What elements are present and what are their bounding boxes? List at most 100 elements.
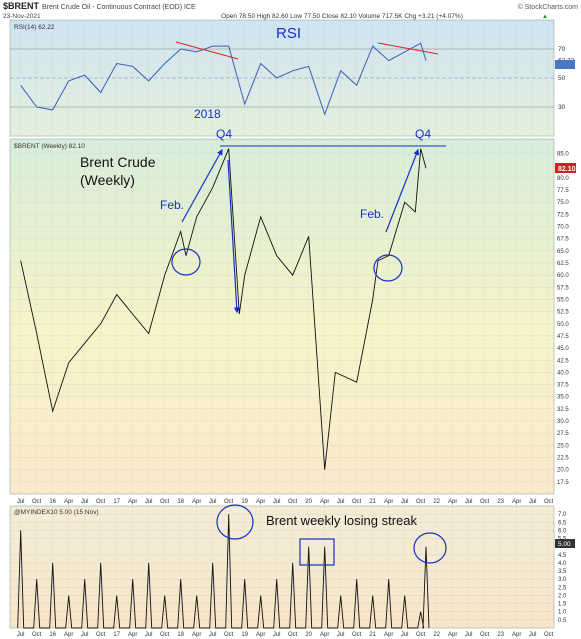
quote-arrow: ▲ — [542, 14, 548, 20]
x-axis-price: Jul Oct 16 Apr Jul Oct 17 Apr Jul Oct 18 Apr Jul Oct 1… — [17, 499, 554, 505]
rsi-annotation-title: RSI — [276, 25, 301, 42]
x-tick-label: Apr — [320, 632, 329, 638]
q4-label-2018: Q4 — [216, 127, 232, 141]
price-tick-label: 77.5 — [557, 188, 569, 194]
x-tick-label: Jul — [337, 632, 345, 638]
x-tick-label: Jul — [17, 632, 25, 638]
index-axis: 0.51.01.52.02.53.03.54.04.55.56.06.57.0 — [558, 512, 567, 624]
price-tick-label: 85.0 — [557, 152, 569, 158]
price-tick-label: 47.5 — [557, 334, 569, 340]
index-line — [17, 514, 430, 629]
x-tick-label: Oct — [288, 499, 298, 505]
x-tick-label: 21 — [369, 632, 376, 638]
rsi-divergence-line-2021 — [377, 42, 439, 55]
x-tick-label: Jul — [145, 632, 153, 638]
x-tick-label: Oct — [480, 632, 490, 638]
x-tick-label: Apr — [192, 499, 201, 505]
price-tick-label: 45.0 — [557, 346, 569, 352]
last-price-label: 82.10 — [558, 166, 576, 173]
index-tick-label: 1.0 — [558, 610, 567, 616]
x-tick-label: Apr — [128, 632, 137, 638]
x-tick-label: Jul — [529, 632, 537, 638]
price-tick-label: 37.5 — [557, 383, 569, 389]
x-tick-label: Oct — [416, 499, 426, 505]
price-legend: $BRENT (Weekly) 82.10 — [14, 143, 85, 150]
rsi-line — [20, 42, 427, 116]
rsi-annotation-year: 2018 — [194, 107, 221, 121]
index-tick-label: 3.0 — [558, 577, 567, 583]
trend-arrow-2018-up — [181, 148, 223, 223]
x-tick-label: Jul — [273, 499, 281, 505]
price-tick-label: 70.0 — [557, 225, 569, 231]
x-tick-label: 23 — [497, 632, 504, 638]
x-tick-label: Apr — [128, 499, 137, 505]
x-tick-label: 18 — [177, 632, 184, 638]
price-tick-label: 75.0 — [557, 200, 569, 206]
rsi-axis: 7062.225030 — [558, 46, 575, 111]
rsi-tick-label: 70 — [558, 46, 566, 53]
x-tick-label: Oct — [96, 632, 106, 638]
price-annotation-line-1: Brent Crude — [80, 154, 156, 170]
price-tick-label: 25.0 — [557, 443, 569, 449]
x-tick-label: Oct — [160, 499, 170, 505]
streak-box-2020 — [299, 538, 335, 566]
index-value-flag — [555, 539, 575, 548]
symbol-description: Brent Crude Oil - Continuous Contract (E… — [42, 4, 196, 11]
x-tick-label: Oct — [480, 499, 490, 505]
price-tick-label: 67.5 — [557, 237, 569, 243]
index-tick-label: 1.5 — [558, 602, 567, 608]
x-tick-label: Apr — [256, 499, 265, 505]
x-tick-label: Oct — [32, 632, 42, 638]
trend-arrow-2021-up — [385, 148, 420, 233]
price-tick-label: 20.0 — [557, 468, 569, 474]
price-tick-label: 22.5 — [557, 456, 569, 462]
x-tick-label: Apr — [192, 632, 201, 638]
x-tick-label: Jul — [17, 499, 25, 505]
price-tick-label: 42.5 — [557, 358, 569, 364]
x-tick-label: Oct — [544, 499, 554, 505]
x-tick-label: Jul — [401, 632, 409, 638]
price-tick-label: 80.0 — [557, 176, 569, 182]
price-panel — [9, 138, 555, 495]
feb-circle-2018 — [171, 248, 201, 276]
price-tick-label: 57.5 — [557, 285, 569, 291]
x-tick-label: Oct — [416, 632, 426, 638]
index-annotation: Brent weekly losing streak — [266, 513, 418, 528]
rsi-tick-label: 30 — [558, 104, 566, 111]
index-tick-label: 6.0 — [558, 528, 567, 534]
index-legend: @MYINDEX10 5.00 (15 Nov) — [14, 509, 99, 516]
x-tick-label: 22 — [433, 499, 440, 505]
price-grid — [10, 139, 554, 494]
feb-label-2021: Feb. — [360, 207, 384, 221]
x-tick-label: 21 — [369, 499, 376, 505]
index-tick-label: 4.0 — [558, 561, 567, 567]
x-tick-label: Jul — [81, 499, 89, 505]
feb-label-2018: Feb. — [160, 198, 184, 212]
x-tick-label: Apr — [384, 632, 393, 638]
x-tick-label: Apr — [64, 632, 73, 638]
x-tick-label: 22 — [433, 632, 440, 638]
x-tick-label: Oct — [32, 499, 42, 505]
x-tick-label: 18 — [177, 499, 184, 505]
streak-circle-2021 — [413, 532, 447, 564]
index-tick-label: 2.0 — [558, 593, 567, 599]
quote-line: Open 78.50 High 82.60 Low 77.50 Close 82… — [221, 13, 463, 20]
trend-arrow-2018-down — [227, 159, 240, 314]
price-tick-label: 52.5 — [557, 310, 569, 316]
x-tick-label: Jul — [145, 499, 153, 505]
index-tick-label: 2.5 — [558, 585, 567, 591]
x-tick-label: Apr — [384, 499, 393, 505]
x-tick-label: Oct — [224, 632, 234, 638]
price-tick-label: 40.0 — [557, 370, 569, 376]
price-tick-label: 60.0 — [557, 273, 569, 279]
watermark: © StockCharts.com — [518, 3, 579, 11]
price-axis: 17.5 20.0 22.5 25.0 27.5 30.0 32.5 35.0 37.5 40.0… — [557, 152, 569, 486]
x-tick-label: Oct — [96, 499, 106, 505]
x-tick-label: Oct — [352, 632, 362, 638]
x-tick-label: Oct — [352, 499, 362, 505]
rsi-legend: RSI(14) 62.22 — [14, 24, 55, 31]
price-annotation-line-2: (Weekly) — [80, 172, 135, 188]
rsi-tick-label: 50 — [558, 75, 566, 82]
streak-circle-2018 — [216, 504, 254, 540]
x-tick-label: Jul — [465, 499, 473, 505]
